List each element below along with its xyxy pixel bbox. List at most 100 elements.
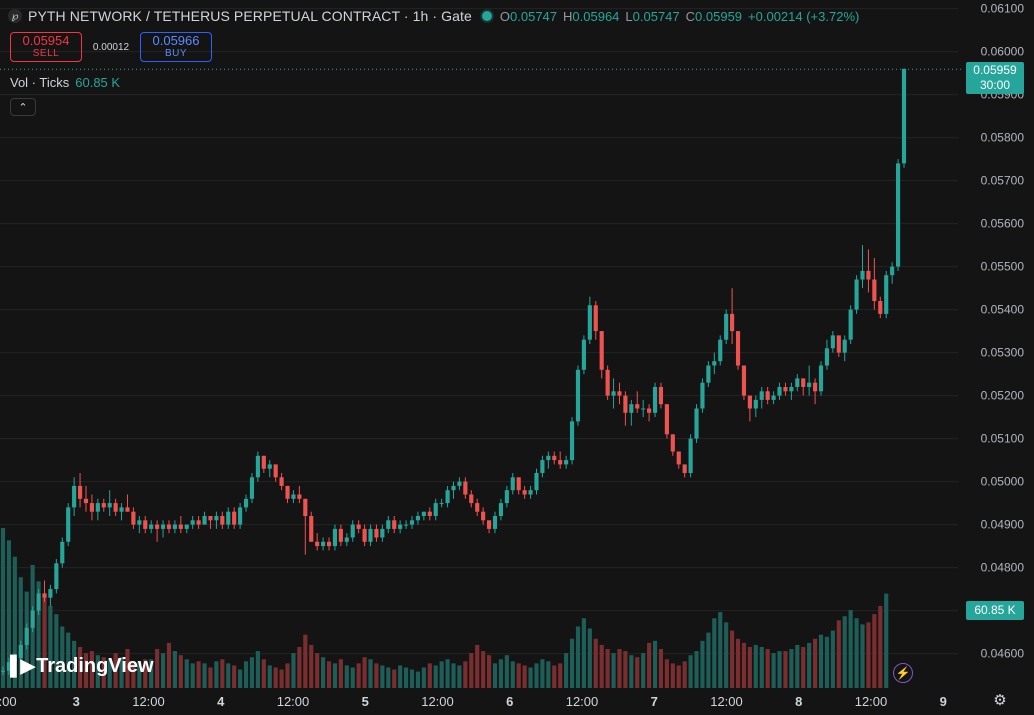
- volume-bar: [528, 667, 533, 688]
- volume-bar: [593, 638, 598, 688]
- candle-body: [581, 339, 586, 370]
- bar-countdown: 30:00: [979, 78, 1011, 92]
- volume-bar: [664, 659, 669, 688]
- volume-bar: [730, 630, 735, 688]
- volume-bar: [326, 661, 332, 688]
- candle-body: [635, 404, 640, 409]
- candle-body: [813, 382, 818, 392]
- volume-bar: [125, 649, 130, 688]
- volume-bar: [569, 638, 575, 688]
- volume-bar: [830, 630, 835, 688]
- volume-legend[interactable]: Vol · Ticks 60.85 K: [10, 75, 120, 90]
- candle-body: [0, 670, 6, 672]
- volume-bar: [18, 577, 23, 688]
- quick-trade-panel: 0.05954 SELL 0.00012 0.05966 BUY: [10, 32, 212, 62]
- y-tick-label: 0.06000: [981, 45, 1025, 59]
- volume-bar: [492, 663, 498, 688]
- candle-body: [848, 309, 853, 340]
- candle-body: [48, 589, 53, 598]
- candle-body: [783, 387, 788, 392]
- candle-body: [510, 477, 515, 491]
- candle-body: [492, 516, 498, 529]
- volume-bar: [457, 665, 462, 688]
- buy-button[interactable]: 0.05966 BUY: [140, 32, 212, 62]
- volume-bar: [807, 642, 812, 688]
- candle-body: [137, 520, 142, 525]
- volume-bar: [777, 651, 782, 688]
- candle-body: [528, 490, 533, 495]
- volume-bar: [238, 669, 243, 688]
- ohlc-close: 0.05959: [695, 8, 743, 24]
- candle-body: [255, 455, 260, 478]
- volume-bar: [540, 659, 545, 688]
- volume-bar: [848, 610, 853, 688]
- volume-bar: [172, 651, 177, 688]
- candle-body: [72, 485, 77, 508]
- volume-bar: [558, 663, 563, 688]
- candle-body: [291, 494, 296, 499]
- volume-bar: [818, 634, 824, 688]
- candle-body: [238, 507, 243, 525]
- volume-bar: [332, 663, 338, 688]
- candle-body: [475, 503, 480, 512]
- candle-body: [641, 408, 646, 410]
- candle-body: [326, 541, 332, 547]
- volume-bar: [801, 646, 806, 688]
- candle-body: [558, 460, 563, 465]
- y-tick-label: 0.05100: [981, 432, 1025, 446]
- candle-body: [149, 524, 154, 529]
- x-tick-label: 9: [940, 694, 947, 709]
- candle-body: [890, 266, 895, 276]
- candle-body: [765, 391, 770, 400]
- candle-body: [279, 477, 284, 486]
- candle-body: [285, 485, 290, 499]
- candle-body: [83, 498, 89, 504]
- symbol-title[interactable]: PYTH NETWORK / TETHERUS PERPETUAL CONTRA…: [28, 8, 472, 24]
- volume-bar: [854, 618, 859, 688]
- volume-bar: [415, 671, 421, 688]
- candle-body: [160, 524, 166, 529]
- candle-body: [321, 541, 326, 547]
- ohlc-open: 0.05747: [510, 8, 558, 24]
- candle-body: [522, 490, 527, 495]
- x-tick-label: 12:00: [132, 694, 165, 709]
- volume-bar: [380, 665, 385, 688]
- y-tick-label: 0.05400: [981, 303, 1025, 317]
- candle-body: [267, 464, 272, 469]
- volume-bar: [712, 618, 717, 688]
- volume-bar: [433, 665, 438, 688]
- volume-bar: [273, 667, 278, 688]
- volume-bar: [421, 667, 426, 688]
- volume-bar: [516, 663, 521, 688]
- volume-bar: [534, 663, 539, 688]
- volume-bar: [0, 528, 6, 688]
- candle-body: [872, 279, 877, 301]
- volume-bar: [137, 661, 142, 688]
- candle-body: [178, 524, 183, 529]
- volume-bar: [166, 642, 172, 688]
- y-tick-label: 0.05800: [981, 131, 1025, 145]
- gear-icon[interactable]: ⚙: [993, 692, 1007, 709]
- y-tick-label: 0.04900: [981, 518, 1025, 532]
- volume-bar: [587, 628, 592, 688]
- candle-body: [42, 593, 47, 598]
- collapse-legend-button[interactable]: ⌃: [10, 98, 36, 116]
- candle-body: [315, 541, 320, 547]
- lightning-icon[interactable]: ⚡: [893, 663, 913, 683]
- sell-button[interactable]: 0.05954 SELL: [10, 32, 82, 62]
- candle-body: [599, 331, 604, 370]
- candle-body: [338, 528, 343, 542]
- candle-body: [249, 477, 255, 499]
- volume-bar: [884, 593, 889, 688]
- candle-body: [629, 404, 634, 413]
- x-tick-label: 4: [217, 694, 225, 709]
- x-tick-label: 12:00: [421, 694, 454, 709]
- tradingview-logo[interactable]: ▌▶ TradingView: [10, 655, 154, 678]
- x-tick-label: 5: [362, 694, 369, 709]
- candle-body: [617, 391, 622, 396]
- candle-body: [392, 520, 397, 529]
- volume-bar: [113, 653, 118, 688]
- volume-bar: [66, 632, 71, 688]
- candle-body: [12, 657, 17, 663]
